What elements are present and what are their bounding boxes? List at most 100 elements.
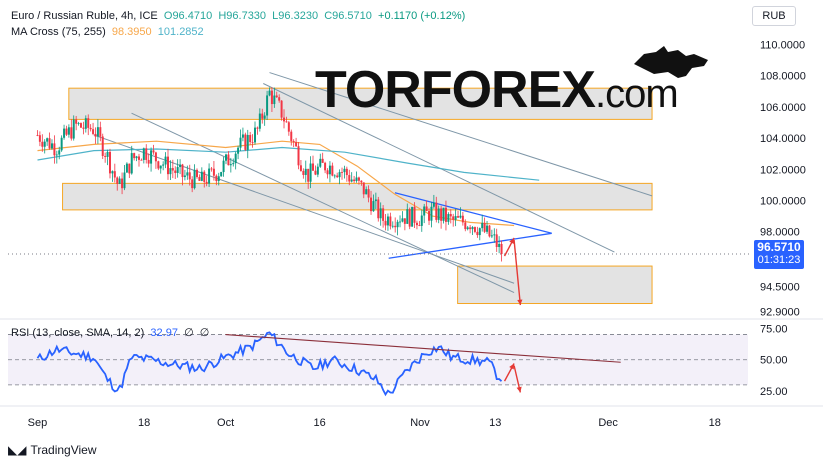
candle-body [89,127,92,130]
candle-body [418,225,421,226]
candle-body [394,225,397,228]
rsi-title[interactable]: RSI (13, close, SMA, 14, 2) [11,327,145,339]
candle-body [234,153,237,164]
candle [174,166,177,180]
triangle-line-6 [388,232,552,259]
candle-body [210,168,213,170]
ohlc-open-value: 96.4710 [172,10,213,22]
candle [444,200,447,231]
candle-body [481,222,484,229]
candle-body [386,216,389,226]
candle [227,151,230,166]
candle [263,112,266,126]
ma-fast-value: 98.3950 [111,26,152,38]
candle [307,168,310,189]
price-axis-tick-label-8: 94.5000 [760,281,800,293]
ma-slow-value: 101.2852 [157,26,204,38]
candle [295,137,298,147]
candle [382,205,385,228]
candle-body [336,175,339,178]
candle [386,213,389,231]
price-axis-tick-label-7: 98.0000 [760,227,800,239]
candle-body [430,206,433,221]
candle [319,153,322,168]
rsi-axis-tick-label-3: 25.00 [760,386,788,398]
candle [365,186,368,195]
candle [113,163,116,183]
symbol-title[interactable]: Euro / Russian Ruble, 4h, ICE [11,10,158,22]
candle [208,163,211,188]
candle-body [118,178,121,184]
last-price-label: 96.5710 [757,240,801,254]
candle-body [171,168,174,171]
candle [331,162,334,177]
supply-demand-zone-2 [62,182,653,211]
candle-body [106,151,109,157]
ohlc-high-label: H [218,10,227,22]
ohlc-open-label: O [163,10,173,22]
candle-body [135,156,138,159]
candle [471,226,474,236]
candle-body [391,225,394,227]
candle [432,194,435,209]
candle-body [345,168,348,176]
watermark-main: TORFOREX [315,61,596,119]
price-axis-tick-label-1: 110.0000 [760,39,805,51]
price-axis-tick-label-3: 106.0000 [760,102,806,114]
candle-body [486,225,489,232]
candle [41,134,44,152]
candle-body [270,90,273,105]
price-axis-tick-label-6: 100.0000 [760,196,806,208]
ma-cross-legend: MA Cross (75, 255) 98.3950 101.2852 [11,25,204,39]
candle-body [101,136,104,156]
candle [108,148,111,179]
candle-body [215,175,218,182]
candle [466,225,469,231]
candle-body [367,189,370,198]
candle-body [399,221,402,223]
candle [123,165,126,191]
candle-body [420,215,423,226]
candle [459,207,462,219]
candle [142,147,145,164]
candle [234,151,237,170]
candle [232,158,235,167]
candle-body [476,231,479,236]
candle-body [38,135,41,142]
candle-body [285,121,288,123]
candle-body [459,215,462,218]
rsi-forecast-arrow-down-head [516,386,522,393]
candle [268,87,271,97]
candle [430,201,433,228]
currency-selector[interactable]: RUB [752,6,796,26]
candle-body [408,209,411,227]
ohlc-high-value: 96.7330 [226,10,267,22]
supply-demand-zone-1 [68,87,653,120]
ma-cross-title[interactable]: MA Cross (75, 255) [11,26,106,38]
candle-body [290,131,293,142]
tradingview-logo-icon: ◣◢ [8,443,27,457]
candle-body [222,160,225,173]
candle-body [307,168,310,182]
price-change: +0.1170 (+0.12%) [378,10,466,22]
candle-body [67,127,70,135]
candle-body [195,169,198,178]
candle-body [406,209,409,224]
candle [125,162,128,173]
candle [476,226,479,238]
candle-body [478,228,481,236]
tradingview-logo[interactable]: ◣◢ TradingView [8,443,97,457]
candle [302,168,305,179]
candle-body [244,134,247,150]
candle [394,217,397,233]
candle-body [440,208,443,221]
candle-body [72,119,75,139]
tradingview-logo-text: TradingView [30,443,97,457]
price-axis-tick-label-5: 102.0000 [760,164,806,176]
candle-body [191,179,194,189]
candle [490,229,493,239]
candle [205,175,208,187]
candle [58,146,61,160]
candle-body [79,123,82,128]
candle [96,119,99,144]
